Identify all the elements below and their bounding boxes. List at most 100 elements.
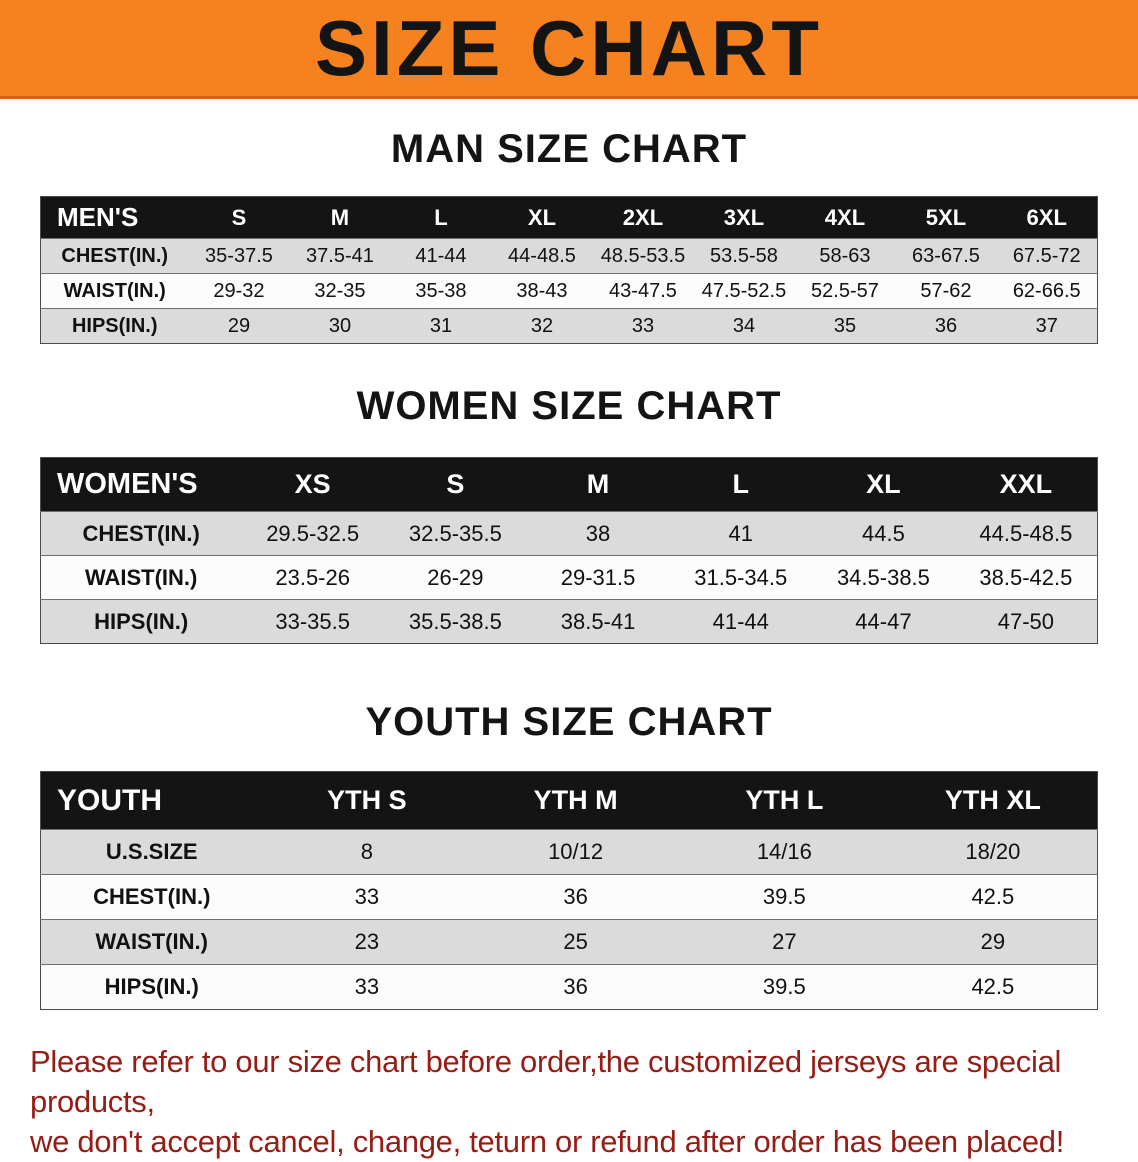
men-size-column-header: L [390,196,492,239]
size-value: 62-66.5 [1012,279,1081,302]
size-value: 38.5-42.5 [979,564,1073,590]
size-value: 42.5 [971,884,1015,909]
youth-size-column-header: YTH M [471,771,680,830]
women-size-column-header: XXL [954,457,1098,512]
size-value: 38.5-41 [560,608,636,634]
men-size-column-header: XL [491,196,593,239]
size-value: 35.5-38.5 [408,608,502,634]
size-value: 29-32 [213,279,265,302]
men-size-column-header: 5XL [895,196,997,239]
size-value: 10/12 [548,839,604,864]
size-value: 33 [354,974,380,999]
size-value: 52.5-57 [811,279,879,302]
men-table-row: CHEST(IN.) 35-37.5 37.5-41 41-44 44-48.5 48.5… [40,238,1098,274]
size-value: 33 [354,884,380,909]
size-value: 36 [563,974,588,999]
size-value: 33-35.5 [275,608,350,634]
footer-disclaimer-line1: Please refer to our size chart before or… [30,1044,1062,1119]
size-value: 35 [833,314,857,337]
men-size-column-header: 2XL [592,196,694,239]
size-value: 67.5-72 [1012,244,1081,267]
youth-size-column-header: YTH L [679,771,889,830]
row-label: WAIST(IN.) [63,279,166,302]
size-value: 35-38 [415,279,467,302]
row-label: WAIST(IN.) [84,564,198,590]
row-label: U.S.SIZE [105,839,198,864]
women-header-row: WOMEN'S XS S M L XL XXL [40,457,1098,512]
youth-table-row: U.S.SIZE 8 10/12 14/16 18/20 [40,829,1098,875]
size-value: 27 [772,929,797,954]
size-value: 58-63 [819,244,871,267]
size-value: 44-47 [855,608,912,634]
women-table-corner-label: WOMEN'S [40,457,242,512]
men-table-row: WAIST(IN.) 29-32 32-35 35-38 38-43 43-47.5 47.… [40,273,1098,309]
youth-header-row: YOUTH YTH S YTH M YTH L YTH XL [40,771,1098,830]
size-value: 31 [429,314,453,337]
men-size-column-header: S [188,196,290,239]
page-title: SIZE CHART [315,4,823,92]
size-value: 44-48.5 [508,244,576,267]
women-size-chart-section: WOMEN SIZE CHART WOMEN'S XS S M L XL XXL CHEST(… [0,384,1138,644]
men-size-table: MEN'S S M L XL 2XL 3XL 4XL 5XL 6XL CHEST(IN.) 35-37… [40,196,1098,344]
size-value: 39.5 [762,974,806,999]
size-value: 29 [980,929,1006,954]
size-value: 23.5-26 [275,564,350,590]
banner: SIZE CHART [0,0,1138,99]
size-value: 8 [360,839,373,864]
size-value: 57-62 [920,279,972,302]
youth-size-table: YOUTH YTH S YTH M YTH L YTH XL U.S.SIZE 8 10/12… [40,771,1098,1010]
footer-disclaimer: Please refer to our size chart before or… [0,1010,1138,1162]
size-value: 31.5-34.5 [694,564,788,590]
women-size-column-header: XS [241,457,385,512]
size-value: 18/20 [965,839,1021,864]
women-table-row: CHEST(IN.) 29.5-32.5 32.5-35.5 38 41 44.5 44.5… [40,511,1098,556]
men-size-column-header: 4XL [794,196,896,239]
women-table-row: HIPS(IN.) 33-35.5 35.5-38.5 38.5-41 41-44 44-… [40,599,1098,644]
size-value: 47-50 [997,608,1055,634]
youth-table-corner-label: YOUTH [40,771,263,830]
size-value: 36 [934,314,958,337]
row-label: HIPS(IN.) [104,974,199,999]
men-table-corner-label: MEN'S [40,196,189,239]
size-value: 41-44 [415,244,467,267]
size-value: 32 [530,314,554,337]
size-value: 32-35 [314,279,366,302]
size-value: 38 [585,520,611,546]
size-value: 37 [1035,314,1058,337]
size-value: 23 [354,929,380,954]
youth-table-row: WAIST(IN.) 23 25 27 29 [40,919,1098,965]
men-size-chart-section: MAN SIZE CHART MEN'S S M L XL 2XL 3XL 4XL 5XL 6XL… [0,127,1138,344]
women-size-column-header: M [526,457,670,512]
size-value: 29 [227,314,251,337]
row-label: WAIST(IN.) [95,929,208,954]
youth-table-row: HIPS(IN.) 33 36 39.5 42.5 [40,964,1098,1010]
women-size-table: WOMEN'S XS S M L XL XXL CHEST(IN.) 29.5-32.5 32.5… [40,457,1098,644]
youth-table-row: CHEST(IN.) 33 36 39.5 42.5 [40,874,1098,920]
size-value: 34 [732,314,756,337]
size-value: 41 [728,520,753,546]
men-header-row: MEN'S S M L XL 2XL 3XL 4XL 5XL 6XL [40,196,1098,239]
women-size-column-header: S [384,457,527,512]
size-value: 44.5-48.5 [979,520,1073,546]
size-value: 48.5-53.5 [600,244,686,267]
size-value: 63-67.5 [912,244,980,267]
size-value: 47.5-52.5 [701,279,787,302]
size-value: 29-31.5 [560,564,636,590]
size-value: 36 [563,884,588,909]
women-chart-title: WOMEN SIZE CHART [356,384,782,428]
women-table-row: WAIST(IN.) 23.5-26 26-29 29-31.5 31.5-34.5 34… [40,555,1098,600]
size-value: 44.5 [862,520,905,546]
size-value: 33 [631,314,655,337]
row-label: CHEST(IN.) [82,520,200,546]
women-size-column-header: L [669,457,813,512]
size-value: 35-37.5 [205,244,273,267]
size-value: 25 [563,929,588,954]
size-value: 30 [328,314,352,337]
men-chart-title: MAN SIZE CHART [390,127,748,171]
row-label: CHEST(IN.) [93,884,211,909]
men-table-row: HIPS(IN.) 29 30 31 32 33 34 35 36 37 [40,308,1098,344]
row-label: HIPS(IN.) [71,314,158,337]
row-label: CHEST(IN.) [61,244,169,267]
youth-size-column-header: YTH S [262,771,472,830]
